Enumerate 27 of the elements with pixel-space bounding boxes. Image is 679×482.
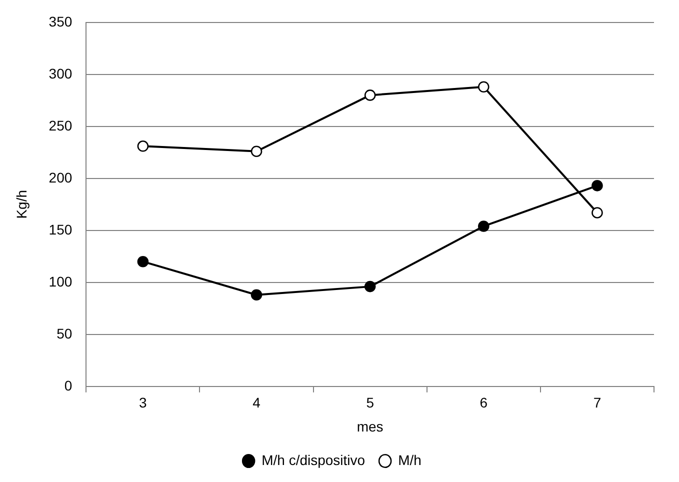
point <box>592 180 603 192</box>
point <box>478 220 490 232</box>
x-tick-label: 6 <box>480 394 488 411</box>
y-axis-title: Kg/h <box>13 190 30 219</box>
point <box>250 146 262 158</box>
x-tick-label: 4 <box>252 394 261 411</box>
y-tick-label: 50 <box>56 325 72 342</box>
legend-label: M/h c/dispositivo <box>262 452 366 468</box>
x-tick-label: 7 <box>593 394 602 411</box>
legend-label: M/h <box>398 452 422 468</box>
point <box>250 289 262 301</box>
y-tick-label: 100 <box>48 273 72 290</box>
y-tick-label: 250 <box>48 117 72 134</box>
point <box>592 207 603 218</box>
y-tick-label: 200 <box>48 169 72 186</box>
y-tick-label: 300 <box>48 65 72 82</box>
x-axis-title: mes <box>356 418 384 434</box>
point <box>364 280 376 292</box>
y-tick-label: 150 <box>48 221 72 238</box>
y-tick-label: 350 <box>48 13 72 30</box>
point <box>364 90 376 101</box>
y-tick-label: 0 <box>64 377 72 394</box>
x-tick-label: 3 <box>139 394 148 411</box>
point <box>478 81 490 93</box>
point <box>137 140 149 152</box>
x-tick-label: 5 <box>366 394 374 411</box>
point <box>137 256 149 268</box>
